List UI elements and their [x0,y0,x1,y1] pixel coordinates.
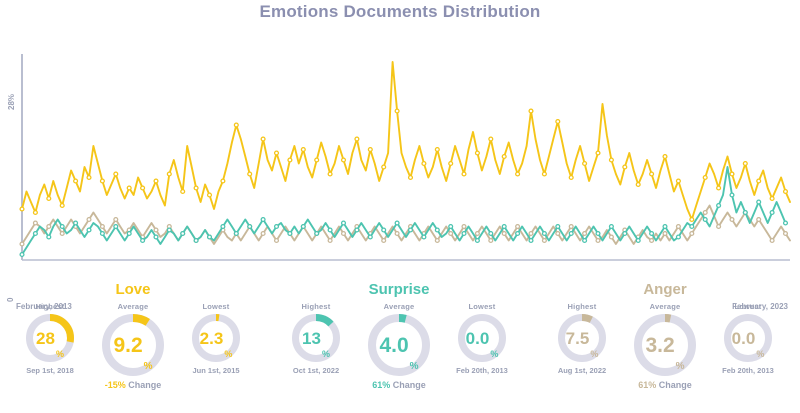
gauge-lowest: Lowest 2.3% Jun 1st, 2015 [178,302,254,376]
gauge-value: 13% [292,314,340,362]
change-indicator: 61% Change [532,380,798,390]
gauge-row: Highest 7.5% Aug 1st, 2022 Average 3.2% Lowes… [532,302,798,376]
change-indicator: 61% Change [266,380,532,390]
gauge-unit: % [143,361,153,372]
gauge-highest: Highest 7.5% Aug 1st, 2022 [544,302,620,376]
gauge-highest: Highest 13% Oct 1st, 2022 [278,302,354,376]
panel-title: Love [115,281,151,298]
gauge-date: Feb 20th, 2013 [722,366,774,375]
gauge-unit: % [490,349,499,359]
gauge-date: Feb 20th, 2013 [456,366,508,375]
gauge-unit: % [756,349,765,359]
gauge-unit: % [321,349,330,359]
gauge-value: 9.2% [102,314,164,376]
panel-love: Love Highest 28% Sep 1st, 2018 Average 9.2% Lo… [0,281,266,413]
page-title: Emotions Documents Distribution [259,2,541,21]
gauge-unit: % [409,361,419,372]
gauge-value: 3.2% [634,314,696,376]
gauge-number: 7.5 [565,328,590,348]
change-value: 61% [638,380,657,390]
gauge-label: Highest [301,302,331,311]
change-label: Change [128,380,162,390]
gauge-lowest: Lowest 0.0% Feb 20th, 2013 [444,302,520,376]
gauge-date: Jun 1st, 2015 [192,366,240,375]
gauge-average: Average 3.2% [623,302,707,376]
gauge-date: Aug 1st, 2022 [557,366,607,375]
gauge-unit: % [55,349,64,359]
donut-chart: 9.2% [102,314,164,376]
gauge-number: 9.2 [113,333,143,357]
gauge-lowest: Lowest 0.0% Feb 20th, 2013 [710,302,786,376]
gauge-row: Highest 28% Sep 1st, 2018 Average 9.2% Lowest… [0,302,266,376]
change-label: Change [392,380,426,390]
gauge-number: 28 [36,328,55,348]
gauge-label: Average [383,302,415,311]
gauge-row: Highest 13% Oct 1st, 2022 Average 4.0% Lowest… [266,302,532,376]
gauge-number: 0.0 [731,328,756,348]
gauge-unit: % [675,361,685,372]
donut-chart: 7.5% [558,314,606,362]
x-axis-end-label: February, 2023 [732,302,788,311]
gauge-value: 0.0% [458,314,506,362]
gauge-label: Lowest [202,302,230,311]
change-value: 61% [372,380,391,390]
donut-chart: 3.2% [634,314,696,376]
gauge-unit: % [590,349,599,359]
panel-anger: Anger Highest 7.5% Aug 1st, 2022 Average 3.2%… [532,281,798,413]
gauge-value: 28% [26,314,74,362]
gauge-label: Average [117,302,149,311]
panel-surprise: Surprise Highest 13% Oct 1st, 2022 Average 4.… [266,281,532,413]
x-axis-start-label: February, 2013 [16,302,72,311]
y-axis-top-label: 28% [7,93,16,110]
gauge-label: Lowest [734,302,762,311]
change-indicator: -15% Change [0,380,266,390]
gauge-highest: Highest 28% Sep 1st, 2018 [12,302,88,376]
panel-title: Surprise [368,281,430,298]
gauge-value: 7.5% [558,314,606,362]
emotion-summary-panels: Love Highest 28% Sep 1st, 2018 Average 9.2% Lo… [0,281,800,413]
gauge-unit: % [224,349,233,359]
gauge-average: Average 4.0% [357,302,441,376]
donut-chart: 4.0% [368,314,430,376]
gauge-number: 0.0 [465,328,490,348]
donut-chart: 28% [26,314,74,362]
gauge-value: 2.3% [192,314,240,362]
gauge-label: Highest [567,302,597,311]
gauge-date: Sep 1st, 2018 [26,366,74,375]
gauge-number: 3.2 [645,333,675,357]
donut-chart: 0.0% [724,314,772,362]
gauge-date: Oct 1st, 2022 [292,366,340,375]
gauge-number: 2.3 [199,328,224,348]
donut-chart: 0.0% [458,314,506,362]
gauge-number: 13 [302,328,321,348]
donut-chart: 13% [292,314,340,362]
gauge-average: Average 9.2% [91,302,175,376]
gauge-label: Highest [35,302,65,311]
panel-title: Anger [643,281,687,298]
gauge-value: 4.0% [368,314,430,376]
emotions-line-chart: 28% 0 February, 2013 February, 2023 [0,40,800,311]
donut-chart: 2.3% [192,314,240,362]
gauge-label: Average [649,302,681,311]
gauge-label: Lowest [468,302,496,311]
chart-canvas [19,54,791,261]
gauge-number: 4.0 [379,333,409,357]
gauge-value: 0.0% [724,314,772,362]
change-label: Change [658,380,692,390]
change-value: -15% [104,380,126,390]
